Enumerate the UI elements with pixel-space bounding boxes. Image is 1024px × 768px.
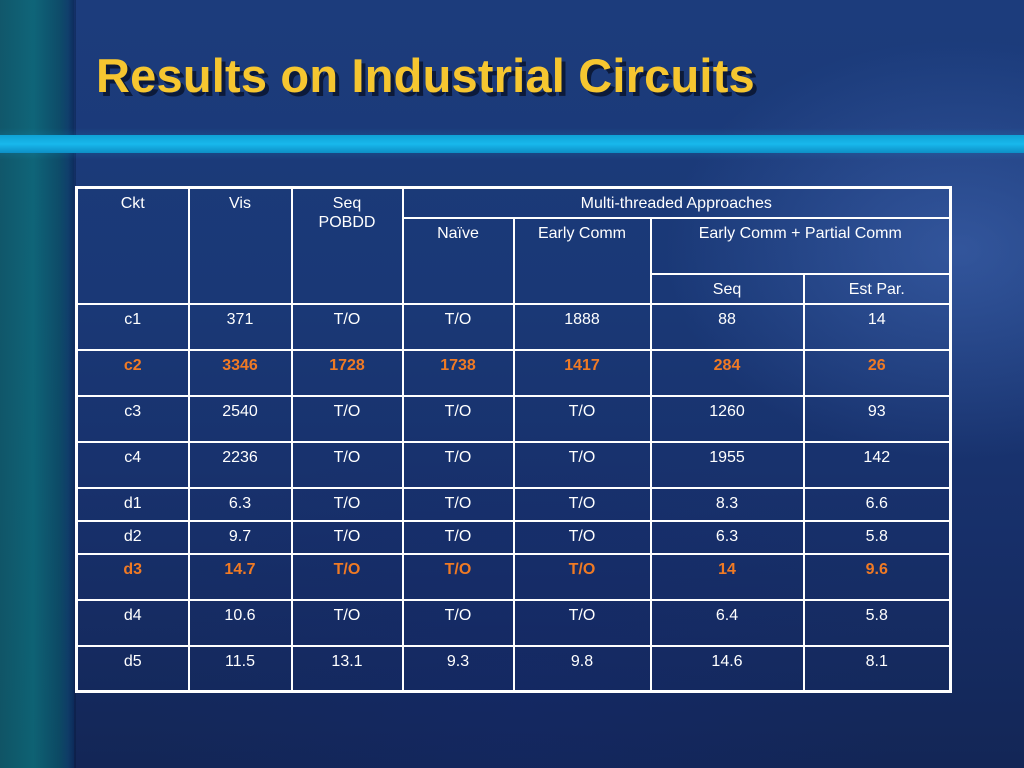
header-naive: Naïve [401,216,515,305]
cell-partial-seq: 8.3 [649,486,805,522]
cell-vis: 11.5 [187,644,293,693]
header-ckt: Ckt [75,186,190,305]
cell-early-comm: T/O [512,440,652,489]
header-row-2: Naïve Early Comm Early Comm + Partial Co… [77,216,952,305]
table-row: c4 2236 T/O T/O T/O 1955 142 [75,440,952,489]
cell-ckt: d2 [75,519,190,555]
cell-vis: 10.6 [187,598,293,647]
cell-vis: 14.7 [187,552,293,601]
header-row-3: Seq Est Par. [77,272,952,305]
cell-vis: 3346 [187,348,293,397]
cell-early-comm: T/O [512,394,652,443]
table-row: d1 6.3 T/O T/O T/O 8.3 6.6 [75,486,952,522]
cell-seq-pobdd: 1728 [290,348,404,397]
results-table: Ckt Vis Seq POBDD Multi-threaded Approac… [75,186,953,693]
header-seq-pobdd: Seq POBDD [290,186,404,305]
cell-partial-seq: 6.3 [649,519,805,555]
table-row: c3 2540 T/O T/O T/O 1260 93 [75,394,952,443]
cell-seq-pobdd: T/O [290,486,404,522]
cell-vis: 371 [187,302,293,351]
header-early-comm: Early Comm [512,216,652,305]
cell-early-comm: T/O [512,519,652,555]
cell-ckt: c2 [75,348,190,397]
cell-ckt: c4 [75,440,190,489]
cell-early-comm: T/O [512,486,652,522]
cell-vis: 2540 [187,394,293,443]
cell-ckt: d5 [75,644,190,693]
cell-partial-seq: 1955 [649,440,805,489]
cell-seq-pobdd: T/O [290,302,404,351]
cell-est-par: 5.8 [802,598,952,647]
cell-partial-seq: 14.6 [649,644,805,693]
cell-naive: T/O [401,302,515,351]
cell-naive: 1738 [401,348,515,397]
cell-vis: 9.7 [187,519,293,555]
cell-seq-pobdd: T/O [290,519,404,555]
cell-est-par: 9.6 [802,552,952,601]
cell-seq-pobdd: 13.1 [290,644,404,693]
slide-title: Results on Industrial Circuits [96,49,755,102]
table-row: c2 3346 1728 1738 1417 284 26 [75,348,952,397]
cell-seq-pobdd: T/O [290,440,404,489]
table-row: c1 371 T/O T/O 1888 88 14 [75,302,952,351]
cell-seq-pobdd: T/O [290,394,404,443]
cell-ckt: c1 [75,302,190,351]
header-row-1: Ckt Vis Seq POBDD Multi-threaded Approac… [75,186,952,305]
cell-partial-seq: 1260 [649,394,805,443]
cell-est-par: 26 [802,348,952,397]
cell-ckt: c3 [75,394,190,443]
cell-partial-seq: 88 [649,302,805,351]
cell-early-comm: 1417 [512,348,652,397]
cell-est-par: 5.8 [802,519,952,555]
cell-seq-pobdd: T/O [290,552,404,601]
cell-naive: T/O [401,486,515,522]
cell-ckt: d1 [75,486,190,522]
cell-early-comm: T/O [512,552,652,601]
cell-seq-pobdd: T/O [290,598,404,647]
table-row: d5 11.5 13.1 9.3 9.8 14.6 8.1 [75,644,952,693]
cell-naive: T/O [401,440,515,489]
cell-early-comm: T/O [512,598,652,647]
cell-partial-seq: 284 [649,348,805,397]
cell-naive: T/O [401,598,515,647]
cell-early-comm: 1888 [512,302,652,351]
cell-ckt: d4 [75,598,190,647]
cell-naive: T/O [401,394,515,443]
cell-partial-seq: 6.4 [649,598,805,647]
cell-vis: 2236 [187,440,293,489]
cell-est-par: 93 [802,394,952,443]
cell-vis: 6.3 [187,486,293,522]
cell-partial-seq: 14 [649,552,805,601]
header-stripe [0,135,1024,153]
cell-est-par: 8.1 [802,644,952,693]
table-row: d3 14.7 T/O T/O T/O 14 9.6 [75,552,952,601]
left-band-shadow [68,0,76,768]
cell-ckt: d3 [75,552,190,601]
header-seq: Seq [649,272,805,305]
cell-est-par: 6.6 [802,486,952,522]
left-decorative-band [0,0,74,768]
header-multi-threaded: Multi-threaded Approaches [401,186,952,219]
table-row: d2 9.7 T/O T/O T/O 6.3 5.8 [75,519,952,555]
cell-naive: T/O [401,519,515,555]
table-row: d4 10.6 T/O T/O T/O 6.4 5.8 [75,598,952,647]
cell-naive: 9.3 [401,644,515,693]
cell-est-par: 14 [802,302,952,351]
cell-est-par: 142 [802,440,952,489]
cell-early-comm: 9.8 [512,644,652,693]
cell-naive: T/O [401,552,515,601]
header-est-par: Est Par. [802,272,952,305]
header-early-partial-comm: Early Comm + Partial Comm [649,216,952,275]
header-vis: Vis [187,186,293,305]
